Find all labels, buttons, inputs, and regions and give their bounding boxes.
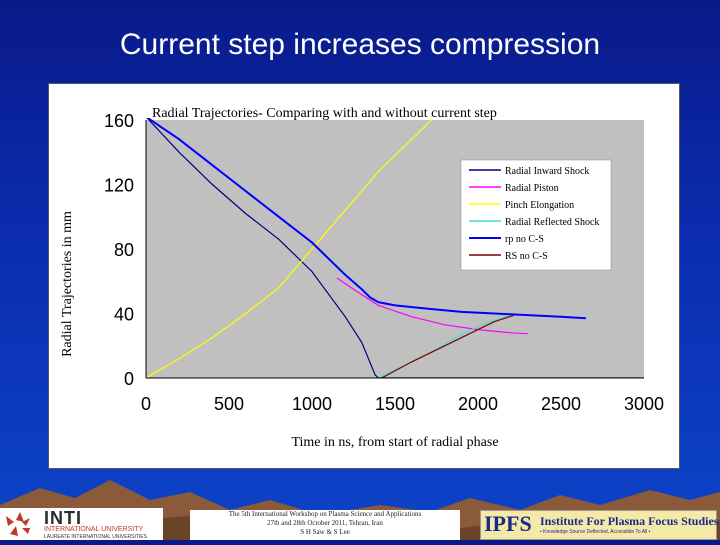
series-line-rs-no-c-s — [381, 314, 515, 378]
x-tick-label: 0 — [141, 394, 151, 414]
chart-frame: 0 40 80 120 160 0 500 1000 1500 2000 2500 3000 Radia… — [48, 83, 680, 469]
ipfs-abbr: IPFS — [484, 511, 532, 536]
inti-logo-box — [0, 508, 163, 540]
legend-entry: rp no C-S — [505, 234, 544, 245]
chart-title: Radial Trajectories- Comparing with and … — [152, 106, 497, 121]
y-tick-label: 80 — [114, 240, 134, 260]
series-line-radial-piston — [336, 277, 528, 335]
series-line-pinch-elongation — [146, 119, 432, 378]
y-axis-label: Radial Trajectories in mm — [60, 211, 75, 357]
x-axis-label: Time in ns, from start of radial phase — [291, 435, 498, 450]
x-tick-label: 2000 — [458, 394, 498, 414]
series-line-radial-inward-shock — [146, 118, 379, 378]
series-line-rp-no-c-s — [146, 118, 586, 320]
legend-entry: Radial Reflected Shock — [505, 217, 599, 228]
legend-entry: Pinch Elongation — [505, 200, 574, 211]
slide-title: Current step increases compression — [119, 28, 601, 61]
inti-university-text: INTERNATIONAL UNIVERSITY — [44, 526, 144, 533]
legend-box — [460, 159, 612, 271]
workshop-note-line3: S H Saw & S Lee — [300, 528, 350, 536]
chart-svg: 0 40 80 120 160 0 500 1000 1500 2000 2500 3000 Radia… — [60, 106, 664, 450]
y-tick-label: 120 — [104, 176, 134, 196]
workshop-note: The 5th International Workshop on Plasma… — [190, 510, 460, 540]
y-tick-label: 0 — [124, 369, 134, 389]
y-tick-label: 160 — [104, 111, 134, 131]
workshop-note-line1: The 5th International Workshop on Plasma… — [228, 510, 422, 518]
ipfs-tagline: • Knowledge Source Deflected, Accessible… — [540, 529, 651, 535]
x-tick-label: 2500 — [541, 394, 581, 414]
inti-logo-icon — [6, 512, 30, 536]
x-tick-label: 1000 — [292, 394, 332, 414]
x-tick-label: 1500 — [375, 394, 415, 414]
legend-entry: Radial Inward Shock — [505, 166, 589, 177]
workshop-note-line2: 27th and 28th October 2011, Tehran, Iran — [267, 519, 383, 527]
ipfs-name: Institute For Plasma Focus Studies — [540, 514, 719, 528]
inti-laureate-text: LAUREATE INTERNATIONAL UNIVERSITIES — [44, 534, 147, 540]
inti-logo-text: INTI — [44, 508, 82, 528]
x-tick-label: 500 — [214, 394, 244, 414]
x-tick-label: 3000 — [624, 394, 664, 414]
legend-entry: RS no C-S — [505, 251, 548, 262]
y-tick-label: 40 — [114, 305, 134, 325]
legend-entry: Radial Piston — [505, 183, 559, 194]
ipfs-logo-box — [480, 510, 717, 540]
